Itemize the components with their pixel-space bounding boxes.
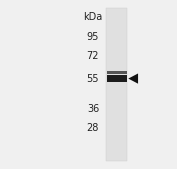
Bar [107, 71, 127, 74]
Text: 36: 36 [87, 104, 99, 114]
Bar [106, 8, 127, 161]
Polygon shape [128, 74, 138, 84]
Text: 72: 72 [87, 51, 99, 61]
Text: 95: 95 [87, 32, 99, 42]
Text: 55: 55 [87, 74, 99, 84]
Text: kDa: kDa [83, 12, 103, 22]
Text: 28: 28 [87, 123, 99, 134]
Bar [107, 75, 127, 82]
